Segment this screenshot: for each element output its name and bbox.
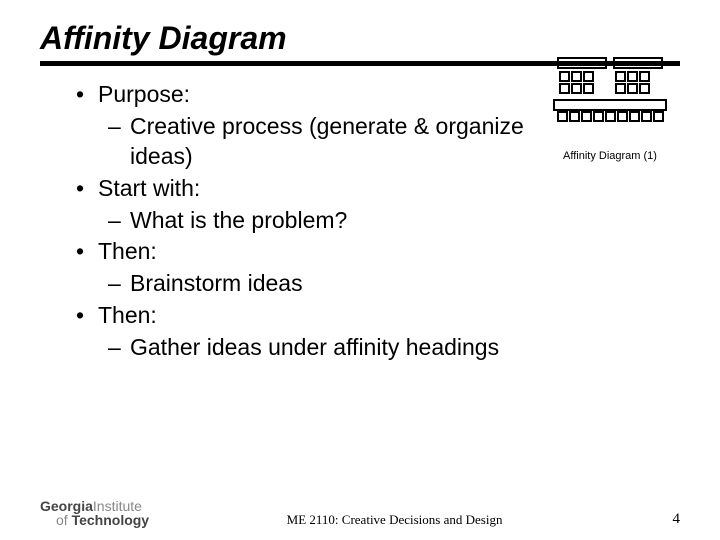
logo-text: of <box>56 512 68 528</box>
bullet-item-l1: Then: <box>70 301 540 331</box>
footer: GeorgiaInstitute of Technology ME 2110: … <box>0 499 720 528</box>
bullet-item-l1: Purpose: <box>70 80 540 110</box>
course-label: ME 2110: Creative Decisions and Design <box>149 512 640 528</box>
affinity-diagram-icon <box>550 50 670 128</box>
bullet-item-l2: Creative process (generate & organize id… <box>70 112 540 172</box>
bullet-item-l1: Then: <box>70 237 540 267</box>
content-row: Purpose:Creative process (generate & org… <box>40 80 680 365</box>
institution-logo: GeorgiaInstitute of Technology <box>40 499 149 528</box>
bullet-item-l1: Start with: <box>70 174 540 204</box>
sidebar: Affinity Diagram (1) <box>540 50 680 162</box>
logo-text: Institute <box>93 498 142 514</box>
bullet-list: Purpose:Creative process (generate & org… <box>40 80 540 365</box>
bullet-item-l2: Brainstorm ideas <box>70 269 540 299</box>
page-number: 4 <box>640 511 680 528</box>
logo-text: Technology <box>72 512 150 528</box>
sidebar-caption: Affinity Diagram (1) <box>563 150 657 162</box>
bullet-item-l2: What is the problem? <box>70 206 540 236</box>
logo-text: Georgia <box>40 498 93 514</box>
bullet-item-l2: Gather ideas under affinity headings <box>70 333 540 363</box>
slide-container: Affinity Diagram Purpose:Creative proces… <box>0 0 720 540</box>
